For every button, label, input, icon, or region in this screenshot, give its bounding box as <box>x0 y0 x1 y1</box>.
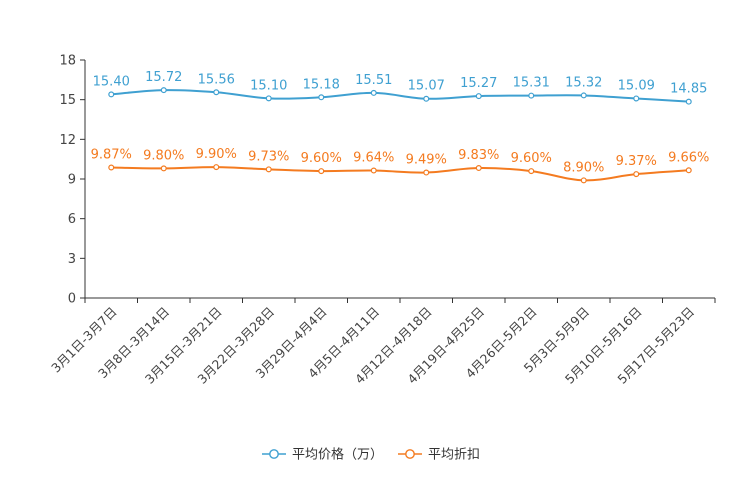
series-0-data-label: 15.18 <box>303 77 340 92</box>
series-1-data-label: 9.83% <box>458 148 499 163</box>
y-tick-label: 6 <box>68 212 76 227</box>
series-1-data-label: 9.64% <box>353 151 394 166</box>
series-0-point[interactable] <box>213 89 220 96</box>
series-1-point[interactable] <box>108 164 115 171</box>
series-0-data-label: 15.10 <box>250 78 287 93</box>
series-0-data-label: 14.85 <box>670 82 707 97</box>
y-tick-label: 18 <box>59 54 76 69</box>
y-tick-label: 15 <box>59 93 76 108</box>
series-0-point[interactable] <box>108 91 115 98</box>
series-0-point[interactable] <box>528 92 535 99</box>
series-line-0 <box>111 89 689 103</box>
series-0-point[interactable] <box>475 93 482 100</box>
series-1-point[interactable] <box>160 165 167 172</box>
series-1-point[interactable] <box>528 168 535 175</box>
series-1-point[interactable] <box>423 169 430 176</box>
series-1-data-label: 9.66% <box>668 150 709 165</box>
series-0-data-label: 15.56 <box>198 72 235 87</box>
data-labels: 15.40 15.72 15.56 15.10 15.18 15.51 15.07 15.27… <box>91 70 710 175</box>
axes: 03691215183月1日-3月7日3月8日-3月14日3月15日-3月21日… <box>48 54 716 387</box>
series-0-point[interactable] <box>318 94 325 101</box>
series-1-data-label: 9.87% <box>91 147 132 162</box>
series-0-data-label: 15.51 <box>355 73 392 88</box>
series-1-data-label: 8.90% <box>563 160 604 175</box>
series-1-point[interactable] <box>213 164 220 171</box>
series-1-point[interactable] <box>265 166 272 173</box>
series-0-data-label: 15.72 <box>145 70 182 85</box>
series-0-data-label: 15.40 <box>93 74 130 89</box>
series-1-point[interactable] <box>580 177 587 184</box>
y-tick-label: 9 <box>68 173 76 188</box>
legend[interactable]: 平均价格（万） 平均折扣 <box>262 447 480 463</box>
series-1-data-label: 9.60% <box>511 151 552 166</box>
series-0-data-label: 15.32 <box>565 75 602 90</box>
legend-label-0[interactable]: 平均价格（万） <box>292 447 383 463</box>
series-0-point[interactable] <box>423 95 430 102</box>
series-1-point[interactable] <box>475 165 482 172</box>
series-1-point[interactable] <box>633 171 640 178</box>
series-1-data-label: 9.60% <box>301 151 342 166</box>
series-1-data-label: 9.80% <box>143 148 184 163</box>
series-0-point[interactable] <box>685 98 692 105</box>
series-1-data-label: 9.73% <box>248 149 289 164</box>
series-line-1 <box>111 166 689 182</box>
series-0-point[interactable] <box>633 95 640 102</box>
series-0-data-label: 15.31 <box>513 76 550 91</box>
series-1-data-label: 9.37% <box>616 154 657 169</box>
series-0-point[interactable] <box>160 87 167 94</box>
series-0-point[interactable] <box>265 95 272 102</box>
series-1-data-label: 9.49% <box>406 153 447 168</box>
series-1-point[interactable] <box>318 168 325 175</box>
series-group <box>108 87 692 184</box>
series-1-point[interactable] <box>370 167 377 174</box>
y-tick-label: 12 <box>59 133 76 148</box>
y-tick-label: 0 <box>68 292 76 307</box>
series-1-data-label: 9.90% <box>196 147 237 162</box>
legend-marker-0[interactable] <box>269 449 279 459</box>
y-tick-label: 3 <box>68 252 76 267</box>
series-1-point[interactable] <box>685 167 692 174</box>
series-0-point[interactable] <box>580 92 587 99</box>
series-0-data-label: 15.27 <box>460 76 497 91</box>
legend-label-1[interactable]: 平均折扣 <box>428 448 480 463</box>
series-0-data-label: 15.07 <box>408 79 445 94</box>
legend-marker-1[interactable] <box>405 449 415 459</box>
series-0-point[interactable] <box>370 89 377 96</box>
series-0-data-label: 15.09 <box>618 78 655 93</box>
